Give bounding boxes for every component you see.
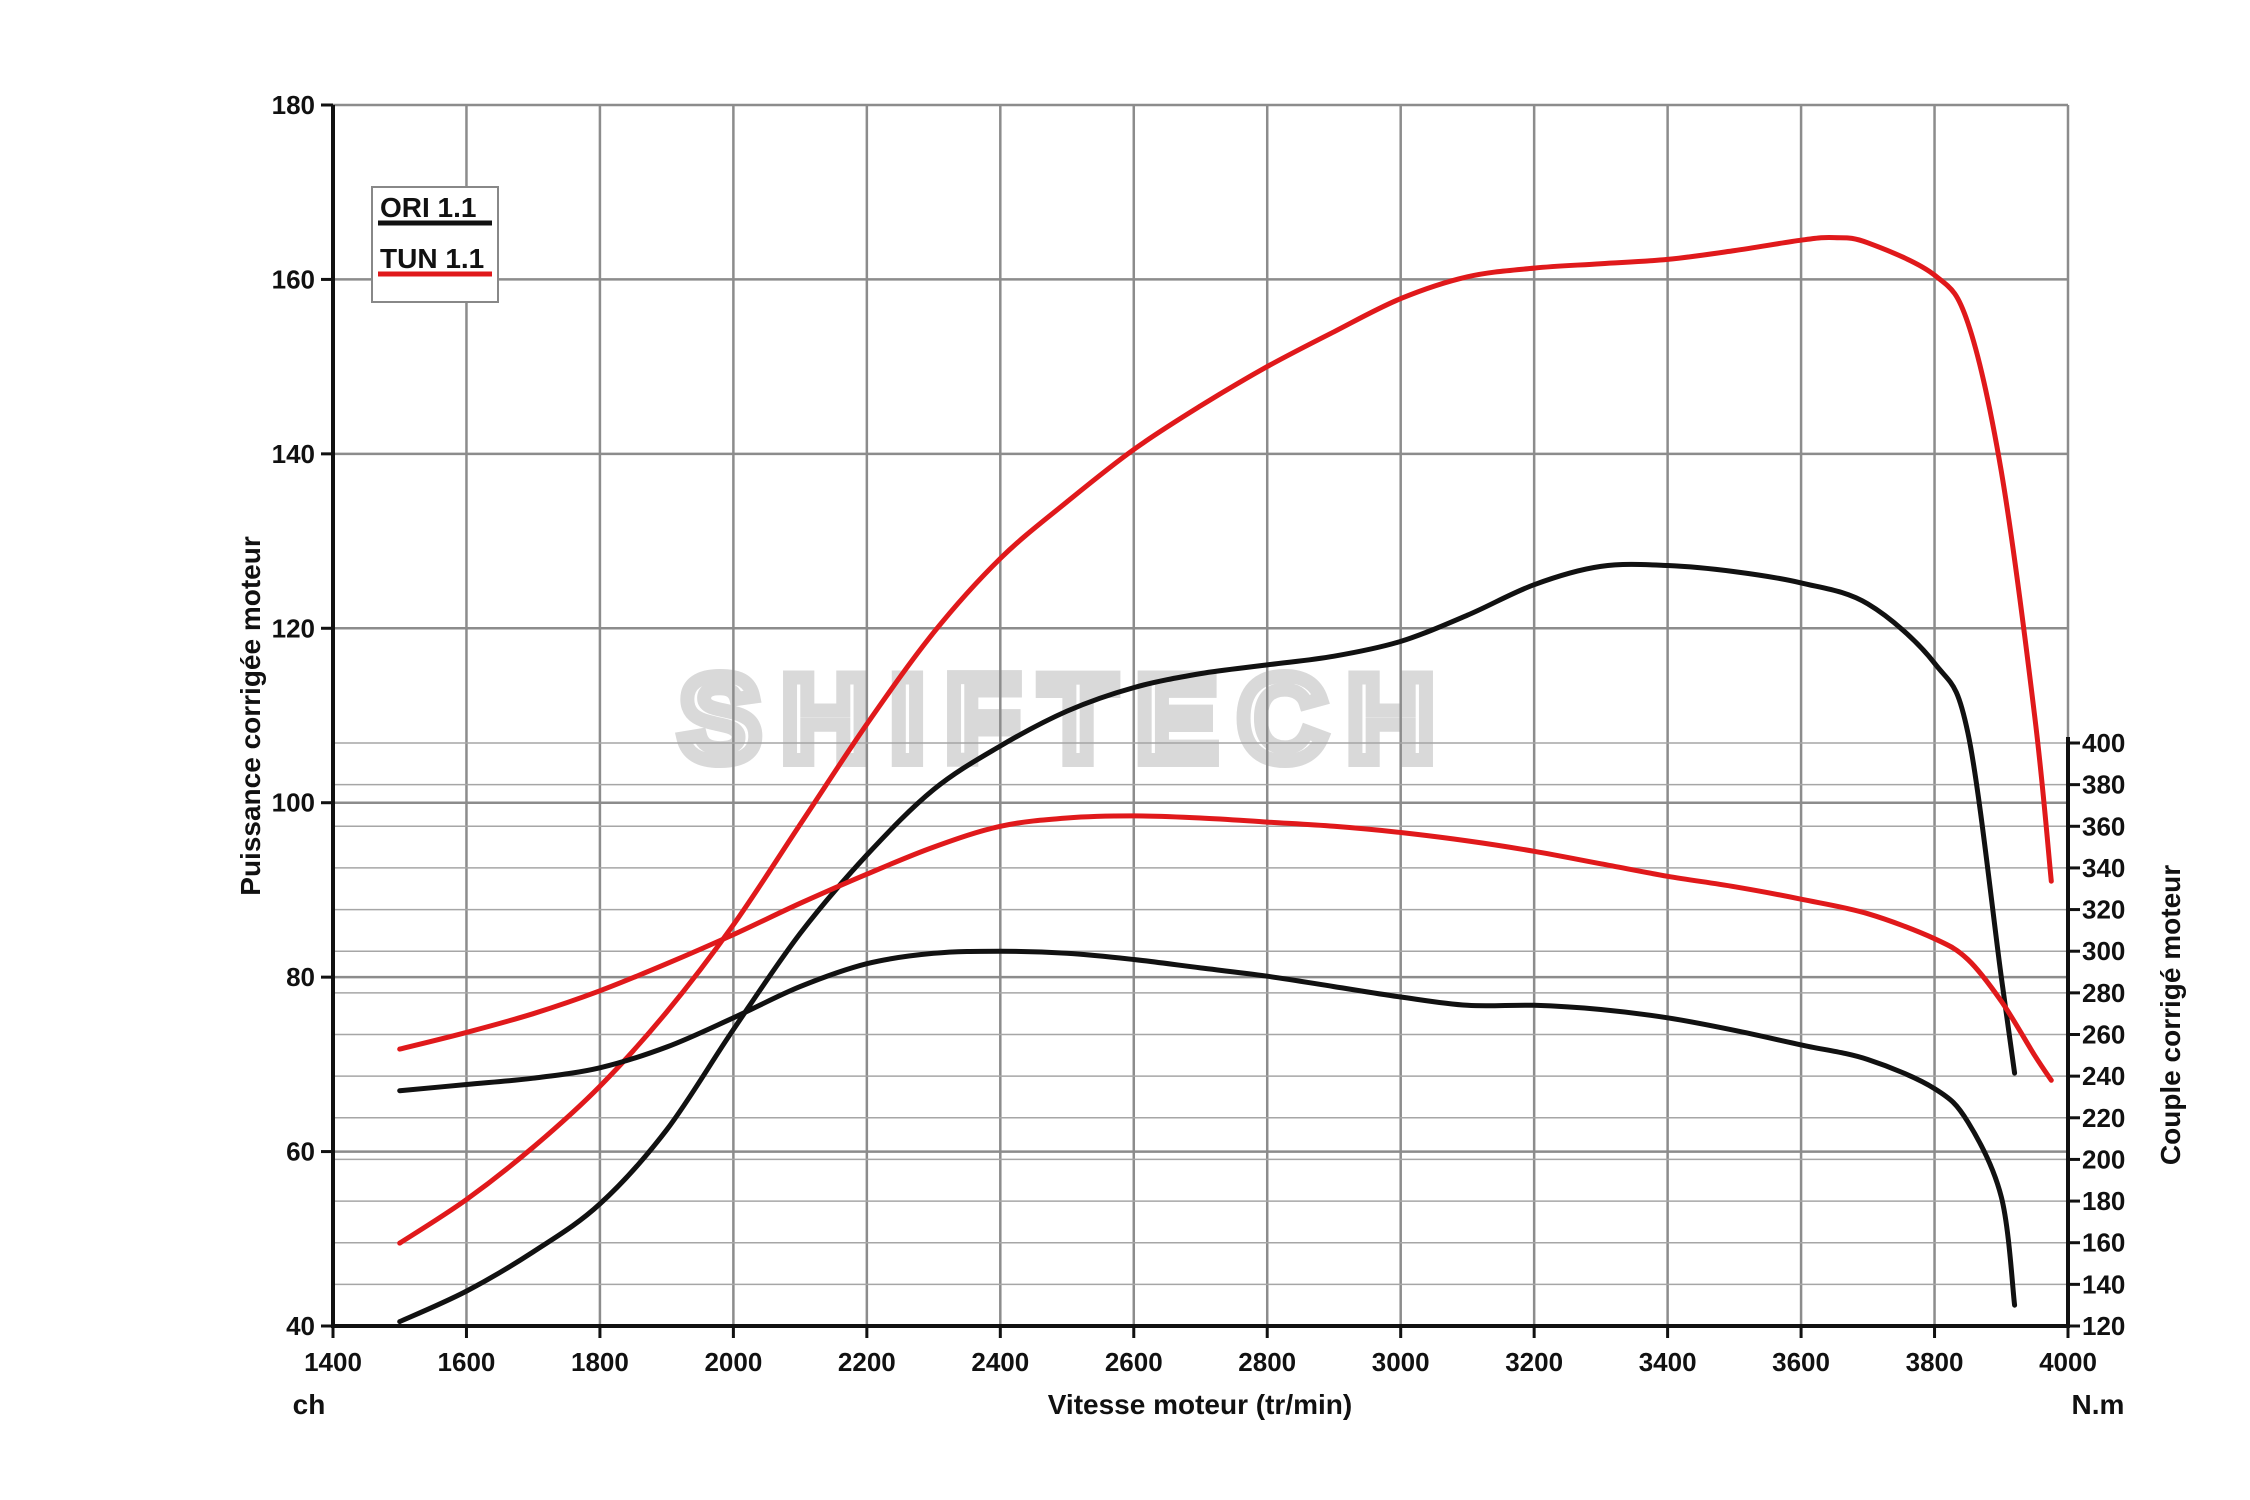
y-left-tick-label: 140 <box>272 439 315 469</box>
watermark-text: SHIFTECH <box>680 652 1456 786</box>
x-tick-label: 3400 <box>1639 1347 1697 1377</box>
y-right-tick-label: 280 <box>2082 978 2125 1008</box>
y-left-tick-label: 60 <box>286 1137 315 1167</box>
series-line-tun-1-1-couple <box>397 813 2054 1083</box>
y-right-tick-label: 320 <box>2082 895 2125 925</box>
x-tick-label: 1600 <box>438 1347 496 1377</box>
x-axis-label: Vitesse moteur (tr/min) <box>1048 1389 1352 1420</box>
x-tick-label: 2000 <box>704 1347 762 1377</box>
x-tick-label: 3800 <box>1906 1347 1964 1377</box>
series-line-tun-1-1-puissance <box>397 234 2054 1246</box>
x-tick-label: 1800 <box>571 1347 629 1377</box>
y-right-tick-label: 300 <box>2082 936 2125 966</box>
y-right-tick-label: 400 <box>2082 728 2125 758</box>
x-tick-label: 2800 <box>1238 1347 1296 1377</box>
y-right-tick-label: 240 <box>2082 1061 2125 1091</box>
series-line-ori-1-1-couple <box>397 948 2018 1308</box>
y-right-tick-label: 160 <box>2082 1228 2125 1258</box>
y-right-tick-label: 380 <box>2082 770 2125 800</box>
y-right-tick-label: 260 <box>2082 1020 2125 1050</box>
x-left-unit-label: ch <box>293 1389 326 1420</box>
y-left-tick-label: 180 <box>272 90 315 120</box>
y-right-tick-label: 200 <box>2082 1144 2125 1174</box>
legend: ORI 1.1 TUN 1.1 <box>371 186 499 303</box>
axes <box>321 103 2080 1338</box>
x-right-unit-label: N.m <box>2072 1389 2125 1420</box>
y-right-tick-label: 140 <box>2082 1269 2125 1299</box>
y-left-axis-label: Puissance corrigée moteur <box>235 536 266 896</box>
series <box>397 234 2054 1325</box>
x-tick-label: 3200 <box>1505 1347 1563 1377</box>
y-right-axis-label: Couple corrigé moteur <box>2155 865 2186 1165</box>
y-right-tick-label: 120 <box>2082 1311 2125 1341</box>
x-tick-label: 2200 <box>838 1347 896 1377</box>
x-tick-label: 3000 <box>1372 1347 1430 1377</box>
legend-box <box>371 186 499 303</box>
x-tick-label: 2400 <box>971 1347 1029 1377</box>
y-right-tick-label: 180 <box>2082 1186 2125 1216</box>
series-line-ori-1-1-puissance <box>397 561 2018 1325</box>
legend-label-ori: ORI 1.1 <box>380 192 476 223</box>
tick-labels: 1400 1600 1800 2000 2200 2400 2600 2800 3000 3200… <box>272 90 2126 1377</box>
y-left-tick-label: 120 <box>272 613 315 643</box>
y-left-tick-label: 40 <box>286 1311 315 1341</box>
legend-label-tun: TUN 1.1 <box>380 243 484 274</box>
y-right-tick-label: 340 <box>2082 853 2125 883</box>
y-right-tick-label: 220 <box>2082 1103 2125 1133</box>
x-tick-label: 2600 <box>1105 1347 1163 1377</box>
y-left-tick-label: 100 <box>272 788 315 818</box>
x-tick-label: 3600 <box>1772 1347 1830 1377</box>
y-right-tick-label: 360 <box>2082 811 2125 841</box>
x-tick-label: 1400 <box>304 1347 362 1377</box>
x-tick-label: 4000 <box>2039 1347 2097 1377</box>
y-left-tick-label: 160 <box>272 264 315 294</box>
y-left-tick-label: 80 <box>286 962 315 992</box>
